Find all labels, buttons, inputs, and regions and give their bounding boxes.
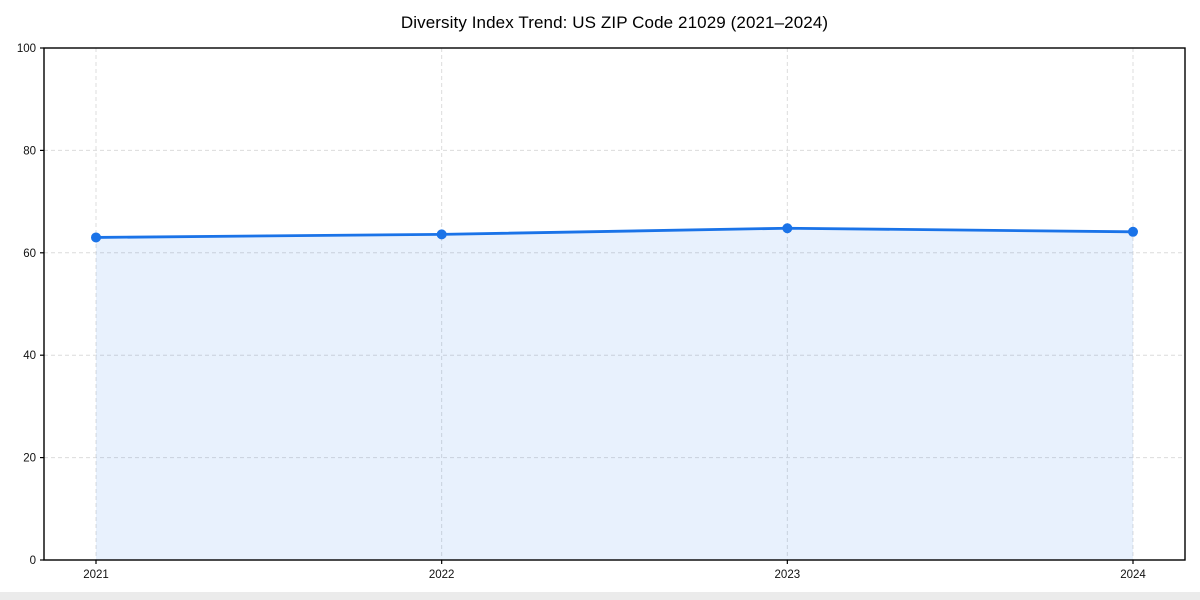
data-point-2021	[91, 232, 101, 243]
y-tick-label: 20	[23, 453, 36, 465]
y-tick-label: 40	[23, 350, 36, 362]
y-tick-label: 80	[23, 145, 36, 157]
chart-title: Diversity Index Trend: US ZIP Code 21029…	[400, 13, 829, 32]
trend-line	[94, 226, 1135, 239]
x-tick-label: 2022	[429, 569, 455, 581]
bottom-edge-strip	[0, 592, 1200, 600]
x-tick-label: 2024	[1120, 569, 1146, 581]
y-tick-label: 60	[23, 248, 36, 260]
y-tick-label: 100	[17, 43, 36, 55]
y-tick-label: 0	[30, 555, 36, 567]
data-point-2022	[436, 229, 447, 240]
plot-border	[43, 47, 1186, 561]
x-tick-label: 2023	[775, 569, 801, 581]
data-point-2023	[782, 223, 793, 234]
data-point-2024	[1128, 226, 1138, 237]
area-fill	[96, 228, 1133, 560]
x-tick-label: 2021	[83, 569, 109, 581]
